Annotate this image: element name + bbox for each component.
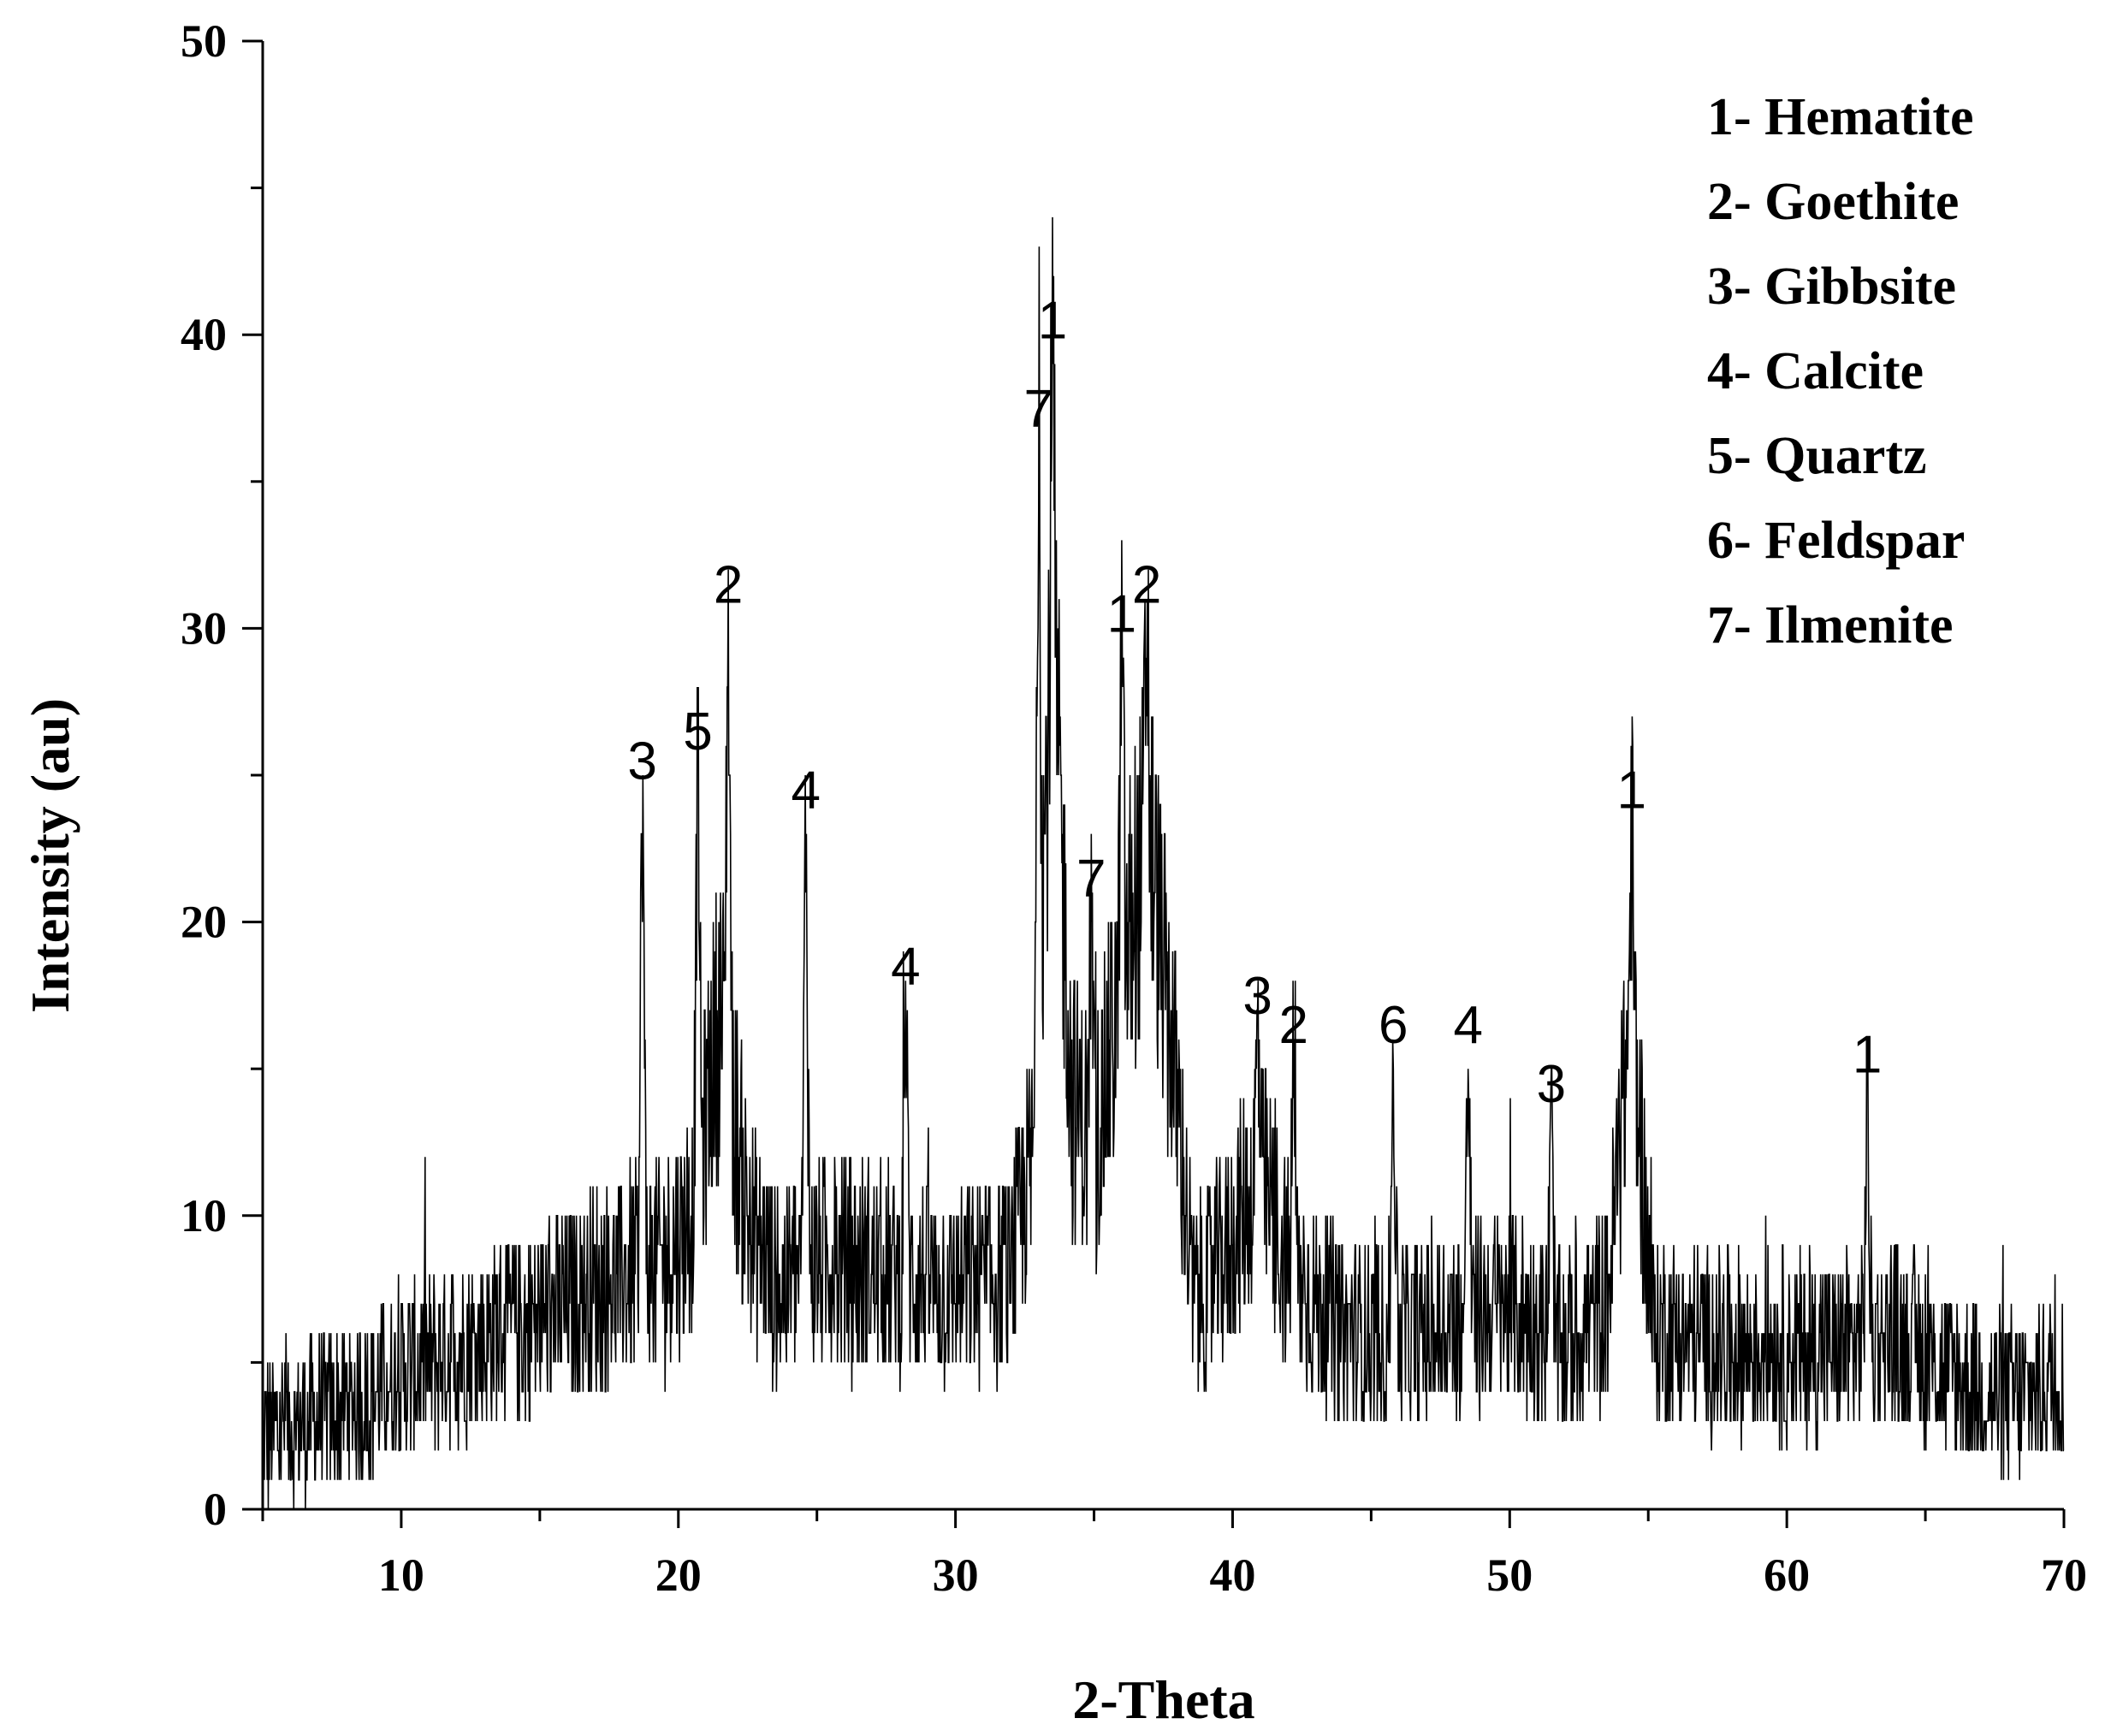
peak-label: 2 — [714, 555, 743, 614]
x-axis-ticks: 10 20 30 40 50 60 70 — [261, 1509, 2087, 1601]
x-tick-label: 20 — [655, 1549, 702, 1601]
y-axis-ticks: 0 10 20 30 40 50 — [181, 15, 263, 1535]
x-tick-label: 30 — [933, 1549, 979, 1601]
x-axis-title: 2-Theta — [1072, 1669, 1254, 1730]
x-tick-label: 50 — [1486, 1549, 1533, 1601]
peak-label: 4 — [891, 938, 920, 997]
peak-label: 1 — [1617, 761, 1646, 821]
y-tick-label: 40 — [181, 309, 227, 360]
peak-label: 1 — [1853, 1026, 1882, 1085]
y-tick-label: 0 — [204, 1484, 227, 1535]
legend-item: 1- Hematite — [1707, 88, 1974, 146]
y-tick-label: 30 — [181, 602, 227, 654]
peak-label: 2 — [1278, 996, 1308, 1055]
y-tick-label: 20 — [181, 897, 227, 948]
peak-label: 6 — [1379, 996, 1408, 1055]
x-tick-label: 60 — [1764, 1549, 1810, 1601]
x-tick-label: 40 — [1209, 1549, 1255, 1601]
peak-label: 3 — [627, 732, 656, 791]
x-tick-label: 70 — [2041, 1549, 2087, 1601]
legend-item: 5- Quartz — [1707, 427, 1927, 485]
legend-item: 2- Goethite — [1707, 173, 1959, 231]
y-tick-label: 50 — [181, 15, 227, 67]
y-axis-title: Intensity (au) — [20, 698, 80, 1013]
xrd-series — [263, 216, 2065, 1510]
peak-label: 1 — [1038, 292, 1067, 351]
legend-item: 7- Ilmenite — [1707, 596, 1954, 655]
peak-label: 4 — [1453, 996, 1482, 1055]
peak-label: 3 — [1242, 967, 1272, 1026]
legend-item: 3- Gibbsite — [1707, 258, 1956, 316]
peak-label: 5 — [683, 702, 712, 761]
legend-item: 4- Calcite — [1707, 342, 1924, 400]
peak-label: 2 — [1132, 555, 1161, 614]
peak-label: 4 — [791, 761, 820, 821]
legend-item: 6- Feldspar — [1707, 512, 1965, 570]
peak-label: 3 — [1537, 1055, 1566, 1114]
xrd-trace — [263, 216, 2065, 1510]
peak-label: 7 — [1024, 379, 1053, 438]
peak-label: 7 — [1076, 850, 1106, 909]
peak-label: 1 — [1107, 585, 1136, 644]
x-tick-label: 10 — [378, 1549, 424, 1601]
y-tick-label: 10 — [181, 1190, 227, 1241]
legend: 1- Hematite 2- Goethite 3- Gibbsite 4- Calc… — [1707, 88, 1974, 655]
